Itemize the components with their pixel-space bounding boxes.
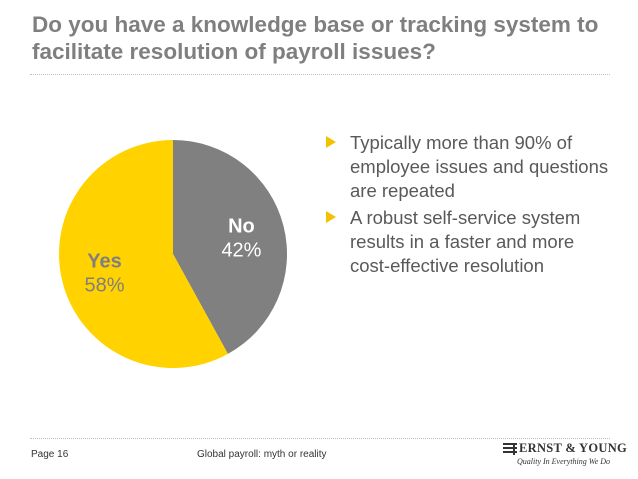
footer-divider [30,438,610,439]
footer-title: Global payroll: myth or reality [197,449,327,460]
pie-value-yes: 58% [85,275,125,297]
slide-title: Do you have a knowledge base or tracking… [32,12,599,64]
logo-mark-icon [503,443,517,455]
logo-name: ERNST & YOUNG [519,441,628,455]
page-number: Page 16 [31,449,69,460]
bullet-item: A robust self-service system results in … [326,206,616,278]
arrow-bullet-icon [326,136,336,148]
bullet-text: A robust self-service system results in … [350,207,581,276]
pie-label-no: No [228,215,255,237]
pie-label-yes: Yes [87,251,121,273]
company-logo: ERNST & YOUNG Quality In Everything We D… [503,441,627,471]
arrow-bullet-icon [326,211,336,223]
pie-slice-yes [58,140,228,368]
title-divider [30,74,610,75]
bullet-list: Typically more than 90% of employee issu… [326,131,616,281]
bullet-item: Typically more than 90% of employee issu… [326,131,616,203]
bullet-text: Typically more than 90% of employee issu… [350,132,609,201]
pie-value-no: 42% [221,239,261,261]
pie-slice-no [173,140,287,354]
logo-tagline: Quality In Everything We Do [517,457,611,466]
